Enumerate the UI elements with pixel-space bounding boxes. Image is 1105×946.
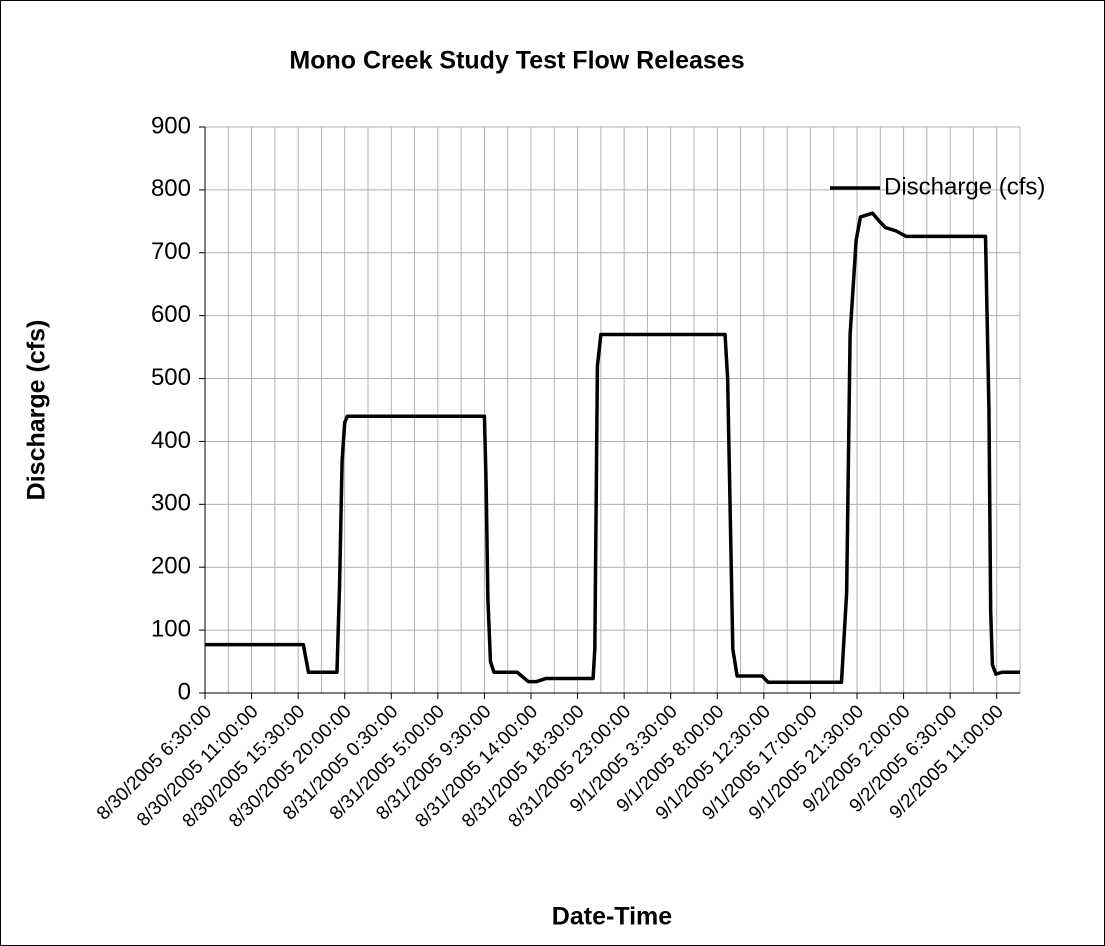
data-line	[205, 211, 1020, 685]
y-tick-label: 500	[151, 364, 191, 391]
y-tick-label: 800	[151, 175, 191, 202]
y-tick-label: 700	[151, 238, 191, 265]
y-tick-label: 0	[178, 678, 191, 705]
y-tick-label: 900	[151, 112, 191, 139]
y-tick-label: 200	[151, 553, 191, 580]
y-tick-label: 600	[151, 301, 191, 328]
y-axis-title: Discharge (cfs)	[23, 320, 51, 501]
chart-title: Mono Creek Study Test Flow Releases	[289, 47, 744, 75]
y-tick-label: 100	[151, 615, 191, 642]
legend-label: Discharge (cfs)	[884, 173, 1045, 200]
y-tick-label: 400	[151, 427, 191, 454]
x-axis-title: Date-Time	[552, 903, 673, 931]
y-tick-label: 300	[151, 490, 191, 517]
